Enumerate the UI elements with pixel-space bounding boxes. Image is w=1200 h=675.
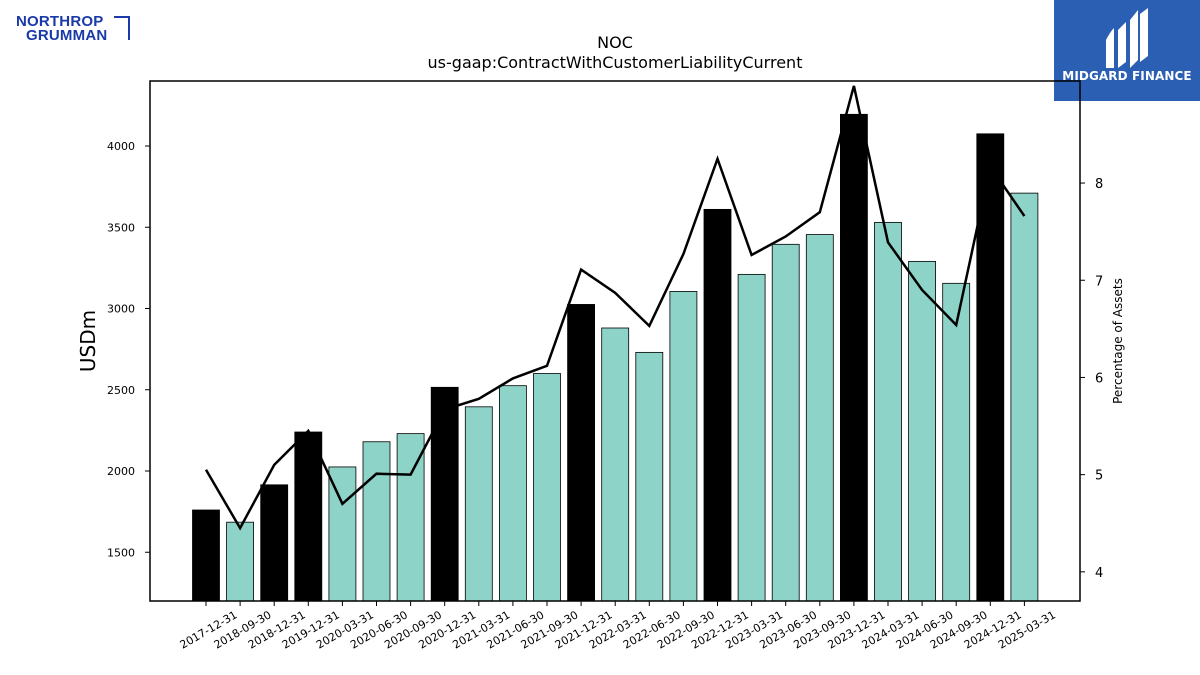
bar bbox=[908, 260, 936, 602]
bar bbox=[396, 433, 425, 602]
y2-tick-label: 8 bbox=[1095, 177, 1103, 192]
y-tick-label: 3500 bbox=[107, 221, 135, 234]
y2-axis-label: Percentage of Assets bbox=[1111, 278, 1125, 404]
bar-series bbox=[192, 113, 1039, 602]
x-axis: 2017-12-312018-09-302018-12-312019-12-31… bbox=[178, 601, 1058, 652]
bar bbox=[601, 327, 630, 602]
bar bbox=[737, 273, 766, 602]
y-tick-label: 1500 bbox=[107, 546, 135, 559]
midgard-mark-icon bbox=[1106, 8, 1148, 68]
bar bbox=[669, 291, 698, 602]
bar bbox=[567, 304, 595, 602]
y-axis-label: USDm bbox=[76, 310, 100, 372]
y-tick-label: 3000 bbox=[107, 303, 135, 316]
y-tick-label: 2500 bbox=[107, 384, 135, 397]
bar bbox=[464, 406, 493, 602]
chart-subtitle: us-gaap:ContractWithCustomerLiabilityCur… bbox=[428, 53, 803, 72]
logo-bracket bbox=[114, 16, 130, 40]
bar bbox=[226, 521, 255, 602]
bar bbox=[498, 385, 527, 602]
y2-tick-label: 5 bbox=[1095, 469, 1103, 484]
chart-title: NOC bbox=[597, 33, 633, 52]
bar bbox=[192, 509, 220, 602]
bar bbox=[942, 282, 971, 602]
y-tick-label: 4000 bbox=[107, 140, 135, 153]
bar bbox=[976, 133, 1005, 602]
y-tick-label: 2000 bbox=[107, 465, 135, 478]
y2-tick-label: 7 bbox=[1095, 274, 1103, 289]
bar bbox=[771, 243, 800, 602]
y2-tick-label: 6 bbox=[1095, 371, 1103, 386]
northrop-grumman-logo: NORTHROP GRUMMAN bbox=[14, 12, 134, 46]
bar bbox=[260, 484, 289, 602]
bar bbox=[805, 234, 834, 602]
bar bbox=[703, 208, 732, 602]
assets-pct-line bbox=[204, 85, 1026, 531]
bar bbox=[430, 386, 459, 602]
logo-line-1: NORTHROP bbox=[16, 13, 104, 30]
bar bbox=[533, 373, 561, 602]
bar bbox=[328, 466, 357, 602]
bar bbox=[840, 113, 868, 602]
bar bbox=[874, 221, 902, 602]
brand-text: MIDGARD FINANCE bbox=[1062, 69, 1192, 83]
logo-line-2: GRUMMAN bbox=[26, 27, 108, 44]
midgard-finance-logo: MIDGARD FINANCE bbox=[1054, 0, 1200, 101]
y-axis-right: 4 5 6 7 8 bbox=[1080, 177, 1103, 581]
bar bbox=[1010, 192, 1039, 602]
bar bbox=[294, 431, 323, 602]
bar bbox=[635, 351, 664, 602]
line-series bbox=[204, 85, 1026, 531]
bar bbox=[362, 441, 391, 602]
y-axis-left: 1500 2000 2500 3000 3500 4000 bbox=[107, 140, 150, 559]
y2-tick-label: 4 bbox=[1095, 566, 1103, 581]
